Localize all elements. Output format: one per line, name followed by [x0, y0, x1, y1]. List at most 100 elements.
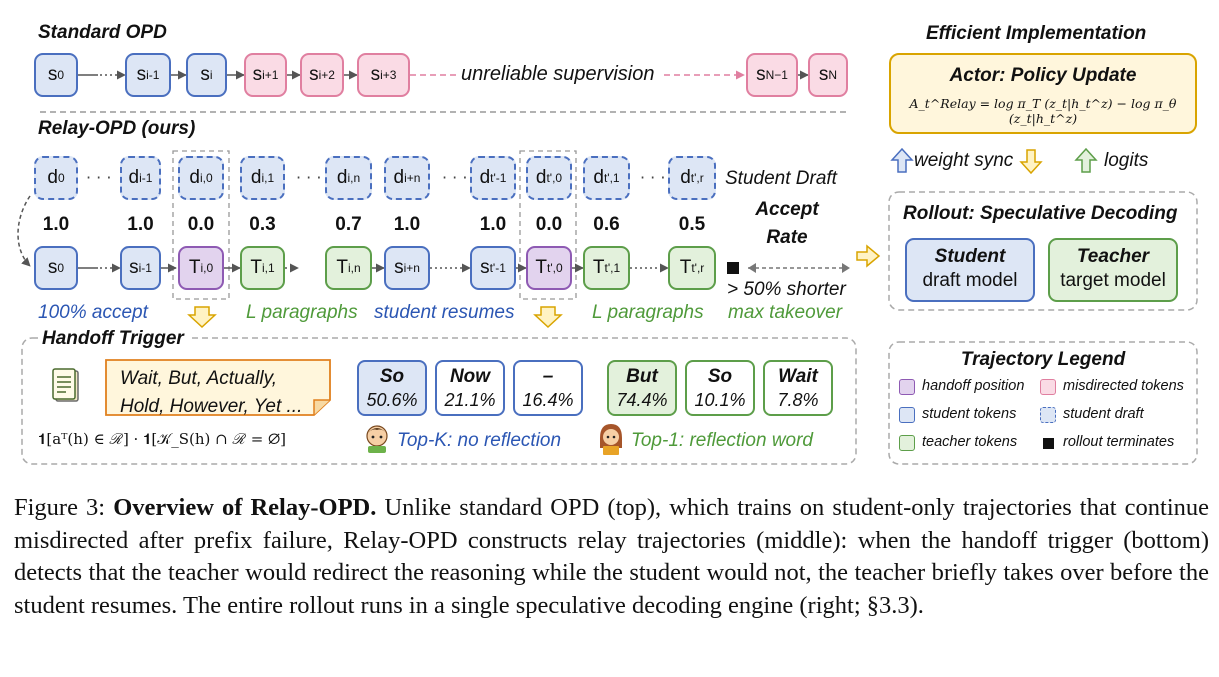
student-candidate-0: So 50.6% — [357, 360, 427, 416]
teacher-candidate-0: But 74.4% — [607, 360, 677, 416]
draft-token-7: d t',0 — [526, 156, 572, 200]
draft-token-4-base: d — [336, 167, 348, 188]
student-candidate-word-0: So — [379, 366, 405, 387]
weight-sync-label: weight sync — [914, 150, 1014, 171]
ellipsis-dots-0: · · · — [86, 168, 112, 187]
teacher-model-box: Teacher target model — [1048, 238, 1178, 302]
relay-token-7-subscript: t',0 — [546, 261, 563, 275]
legend-terminates: rollout terminates — [1063, 434, 1175, 450]
document-icon — [52, 368, 79, 402]
student-resumes-label: student resumes — [374, 302, 515, 323]
topk-label: Top-K: no reflection — [397, 430, 562, 451]
draft-token-3: d i,1 — [240, 156, 285, 200]
unreliable-supervision-label: unreliable supervision — [461, 63, 655, 85]
max-takeover-label: max takeover — [728, 302, 843, 323]
draft-token-6-subscript: t'-1 — [490, 171, 507, 185]
accept-rate-3: 0.3 — [249, 214, 276, 235]
reflection-words-line1: Wait, But, Actually, — [120, 368, 277, 389]
standard-token-0-base: s — [47, 64, 58, 85]
draft-token-5-subscript: i+n — [404, 171, 421, 185]
handoff-trigger-title: Handoff Trigger — [38, 328, 188, 350]
relay-token-6: s t'-1 — [470, 246, 516, 290]
accept-rate-9: 0.5 — [678, 214, 706, 235]
student-candidate-pct-0: 50.6% — [366, 390, 418, 410]
draft-token-4-subscript: i,n — [347, 171, 361, 185]
relay-token-1: s i-1 — [120, 246, 161, 290]
accept-rate-4: 0.7 — [335, 214, 362, 235]
top1-label: Top-1: reflection word — [631, 430, 814, 451]
draft-token-2-base: d — [189, 167, 200, 188]
standard-token-6-subscript: N−1 — [765, 68, 788, 82]
relay-token-3-subscript: i,1 — [261, 261, 275, 275]
draft-token-8-base: d — [593, 167, 604, 188]
student-candidate-word-2: – — [542, 366, 554, 387]
relay-opd-title: Relay-OPD (ours) — [38, 118, 196, 139]
teacher-model-name: Teacher — [1076, 246, 1150, 267]
standard-token-7-base: s — [818, 64, 829, 85]
standard-token-7-subscript: N — [828, 68, 838, 82]
l-paragraphs-label-1: L paragraphs — [246, 302, 358, 323]
student-candidate-2: – 16.4% — [513, 360, 583, 416]
accept-rate-5: 1.0 — [393, 214, 421, 235]
standard-token-3: s i+1 — [244, 53, 287, 97]
teacher-candidate-pct-2: 7.8% — [777, 390, 819, 410]
accept-rate-label: Accept Rate — [725, 196, 849, 252]
draft-token-4: d i,n — [325, 156, 372, 200]
shorter-label: > 50% shorter — [727, 279, 846, 300]
teacher-candidate-word-0: But — [626, 366, 658, 387]
relay-token-4-base: T — [336, 257, 348, 278]
draft-token-0-subscript: 0 — [57, 171, 65, 185]
draft-token-3-base: d — [250, 167, 262, 188]
legend-handoff: handoff position — [922, 378, 1025, 394]
relay-token-9-base: T — [679, 257, 692, 278]
caption-bold: Overview of Relay-OPD. — [113, 494, 377, 521]
legend-title: Trajectory Legend — [960, 349, 1126, 370]
draft-token-9-base: d — [680, 167, 691, 188]
relay-token-3-base: T — [250, 257, 262, 278]
legend-student: student tokens — [922, 406, 1017, 422]
standard-token-4: s i+2 — [300, 53, 344, 97]
student-candidate-pct-1: 21.1% — [444, 390, 496, 410]
standard-token-3-subscript: i+1 — [262, 68, 279, 82]
standard-token-6-base: s — [756, 64, 766, 85]
legend-misdirected: misdirected tokens — [1063, 378, 1184, 394]
accept-rate-label-line1: Accept — [755, 199, 819, 220]
relay-token-2-subscript: i,0 — [200, 261, 214, 275]
draft-token-9-subscript: t',r — [690, 171, 704, 185]
student-avatar-icon — [366, 425, 388, 453]
relay-token-8-subscript: t',1 — [604, 261, 621, 275]
draft-token-0-base: d — [47, 167, 58, 188]
standard-token-1: s i-1 — [125, 53, 171, 97]
ellipsis-dots-3: · · · — [640, 168, 666, 187]
draft-token-7-base: d — [535, 167, 547, 188]
student-candidate-pct-2: 16.4% — [522, 390, 574, 410]
teacher-candidate-word-1: So — [707, 366, 733, 387]
draft-token-5-base: d — [393, 167, 405, 188]
legend-swatch-handoff — [899, 379, 915, 395]
accept-rate-7: 0.0 — [535, 214, 563, 235]
actor-box: Actor: Policy Update A_t^Relay = log π_T… — [889, 53, 1197, 134]
student-model-name: Student — [934, 246, 1006, 267]
draft-token-1-subscript: i-1 — [139, 171, 153, 185]
draft-token-6-base: d — [479, 167, 491, 188]
standard-token-4-base: s — [309, 64, 319, 85]
accept-rate-6: 1.0 — [479, 214, 507, 235]
accept-rate-0: 1.0 — [42, 214, 70, 235]
relay-token-1-subscript: i-1 — [138, 261, 152, 275]
relay-token-7-base: T — [535, 257, 547, 278]
teacher-model-sub: target model — [1060, 270, 1166, 291]
draft-token-1-base: d — [128, 167, 140, 188]
teacher-candidate-word-2: Wait — [778, 366, 818, 387]
student-candidate-1: Now 21.1% — [435, 360, 505, 416]
student-model-box: Student draft model — [905, 238, 1035, 302]
standard-token-6: s N−1 — [746, 53, 798, 97]
accept-rate-2: 0.0 — [187, 214, 215, 235]
standard-token-2-base: s — [200, 64, 210, 85]
trigger-formula: 𝟏[aᵀ(h) ∈ ℛ] · 𝟏[𝒦_S(h) ∩ ℛ = ∅] — [38, 430, 286, 448]
relay-token-8-base: T — [592, 257, 605, 278]
